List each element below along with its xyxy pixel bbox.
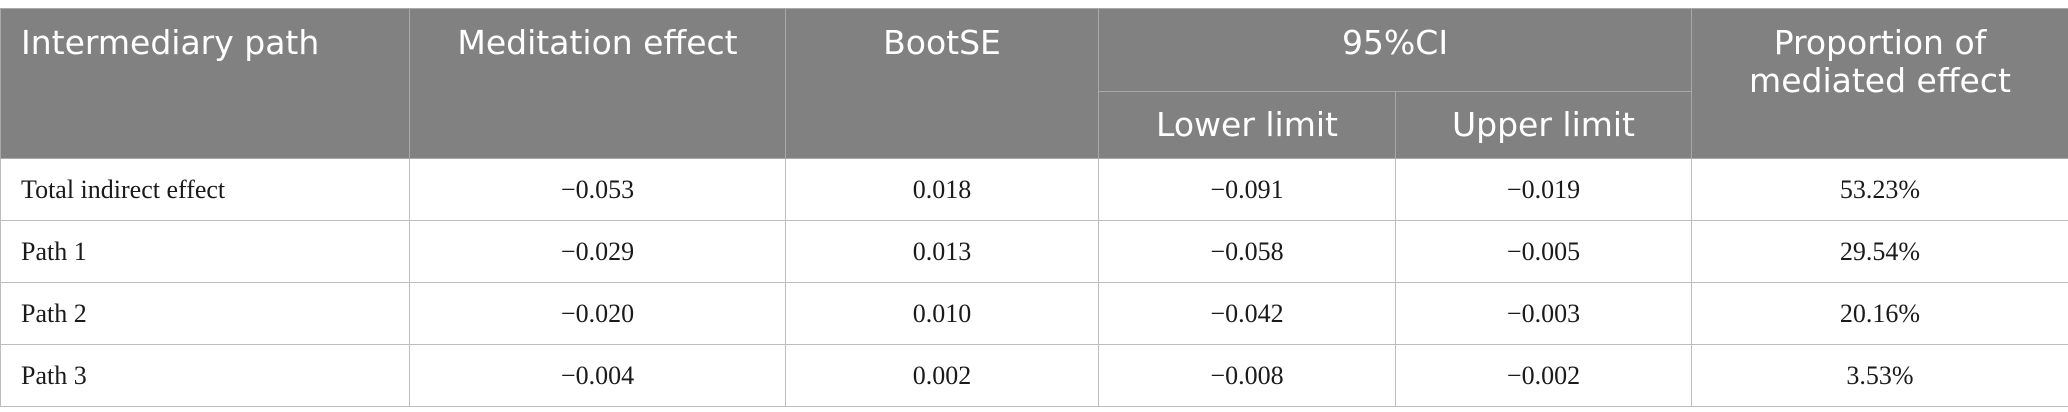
header-proportion: Proportion of mediated effect — [1691, 8, 2068, 159]
cell-effect: −0.029 — [409, 220, 786, 283]
table-row: Path 2 −0.020 0.010 −0.042 −0.003 20.16% — [0, 282, 2068, 345]
table-row: Path 3 −0.004 0.002 −0.008 −0.002 3.53% — [0, 344, 2068, 407]
mediation-table-container: Intermediary path Meditation effect Boot… — [0, 8, 2068, 407]
cell-bootse: 0.013 — [785, 220, 1099, 283]
cell-effect: −0.004 — [409, 344, 786, 407]
cell-lower: −0.091 — [1098, 158, 1396, 221]
cell-proportion: 20.16% — [1691, 282, 2068, 345]
cell-upper: −0.005 — [1395, 220, 1692, 283]
cell-upper: −0.003 — [1395, 282, 1692, 345]
cell-lower: −0.042 — [1098, 282, 1396, 345]
cell-proportion: 3.53% — [1691, 344, 2068, 407]
cell-bootse: 0.002 — [785, 344, 1099, 407]
cell-proportion: 29.54% — [1691, 220, 2068, 283]
cell-effect: −0.053 — [409, 158, 786, 221]
cell-lower: −0.008 — [1098, 344, 1396, 407]
header-bootse: BootSE — [785, 8, 1099, 159]
cell-path: Path 3 — [0, 344, 410, 407]
header-intermediary-path: Intermediary path — [0, 8, 410, 159]
table-row: Total indirect effect −0.053 0.018 −0.09… — [0, 158, 2068, 221]
cell-effect: −0.020 — [409, 282, 786, 345]
cell-bootse: 0.010 — [785, 282, 1099, 345]
header-meditation-effect: Meditation effect — [409, 8, 786, 159]
cell-path: Path 1 — [0, 220, 410, 283]
header-row-1: Intermediary path Meditation effect Boot… — [0, 8, 2068, 159]
cell-lower: −0.058 — [1098, 220, 1396, 283]
table-header: Intermediary path Meditation effect Boot… — [0, 8, 2068, 159]
table-row: Path 1 −0.029 0.013 −0.058 −0.005 29.54% — [0, 220, 2068, 283]
cell-proportion: 53.23% — [1691, 158, 2068, 221]
header-row-2: Lower limit Upper limit — [1, 91, 2068, 159]
cell-path: Path 2 — [0, 282, 410, 345]
cell-upper: −0.019 — [1395, 158, 1692, 221]
cell-upper: −0.002 — [1395, 344, 1692, 407]
mediation-effects-table: Intermediary path Meditation effect Boot… — [0, 8, 2068, 407]
header-lower-limit: Lower limit — [1098, 91, 1396, 159]
header-upper-limit: Upper limit — [1395, 91, 1692, 159]
header-95ci: 95%CI — [1098, 8, 1692, 92]
cell-bootse: 0.018 — [785, 158, 1099, 221]
table-body: Total indirect effect −0.053 0.018 −0.09… — [0, 158, 2068, 407]
cell-path: Total indirect effect — [0, 158, 410, 221]
